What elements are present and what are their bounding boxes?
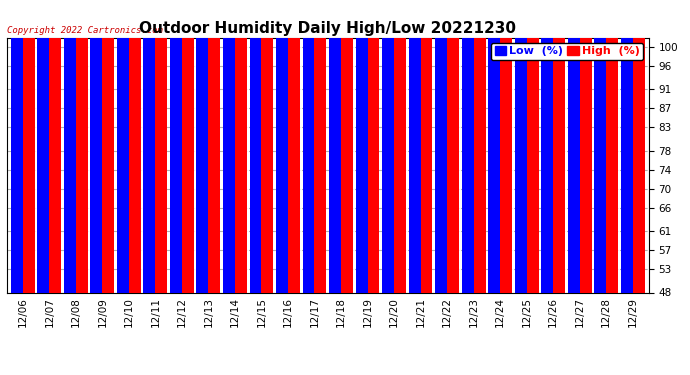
Bar xyxy=(341,0,353,292)
Bar xyxy=(633,0,644,292)
Bar xyxy=(302,0,315,292)
Bar xyxy=(421,0,433,292)
Text: Copyright 2022 Cartronics.com: Copyright 2022 Cartronics.com xyxy=(7,26,163,35)
Bar xyxy=(526,0,539,292)
Bar xyxy=(594,38,607,292)
Bar xyxy=(368,0,380,292)
Title: Outdoor Humidity Daily High/Low 20221230: Outdoor Humidity Daily High/Low 20221230 xyxy=(139,21,516,36)
Bar xyxy=(223,0,235,292)
Bar xyxy=(315,0,326,292)
Bar xyxy=(288,0,300,292)
Bar xyxy=(607,0,618,292)
Bar xyxy=(355,0,368,292)
Bar xyxy=(580,0,591,292)
Legend: Low  (%), High  (%): Low (%), High (%) xyxy=(491,43,643,60)
Bar xyxy=(117,0,129,292)
Bar xyxy=(621,0,633,292)
Bar xyxy=(447,0,459,292)
Bar xyxy=(37,0,49,292)
Bar xyxy=(64,0,76,292)
Bar xyxy=(182,0,194,292)
Bar xyxy=(462,4,473,292)
Bar xyxy=(250,0,262,292)
Bar xyxy=(262,0,273,292)
Bar xyxy=(276,0,288,292)
Bar xyxy=(500,0,512,292)
Bar xyxy=(11,0,23,292)
Bar xyxy=(382,0,394,292)
Bar xyxy=(155,0,167,292)
Bar xyxy=(197,0,208,292)
Bar xyxy=(90,0,102,292)
Bar xyxy=(170,0,182,292)
Bar xyxy=(553,0,565,292)
Bar xyxy=(568,9,580,292)
Bar xyxy=(435,0,447,292)
Bar xyxy=(144,0,155,292)
Bar xyxy=(394,0,406,292)
Bar xyxy=(541,0,553,292)
Bar xyxy=(129,0,141,292)
Bar xyxy=(515,9,526,292)
Bar xyxy=(235,0,247,292)
Bar xyxy=(76,0,88,292)
Bar xyxy=(408,0,421,292)
Bar xyxy=(488,0,500,292)
Bar xyxy=(208,0,220,292)
Bar xyxy=(102,0,115,292)
Bar xyxy=(473,0,486,292)
Bar xyxy=(23,0,34,292)
Bar xyxy=(329,0,341,292)
Bar xyxy=(49,0,61,292)
